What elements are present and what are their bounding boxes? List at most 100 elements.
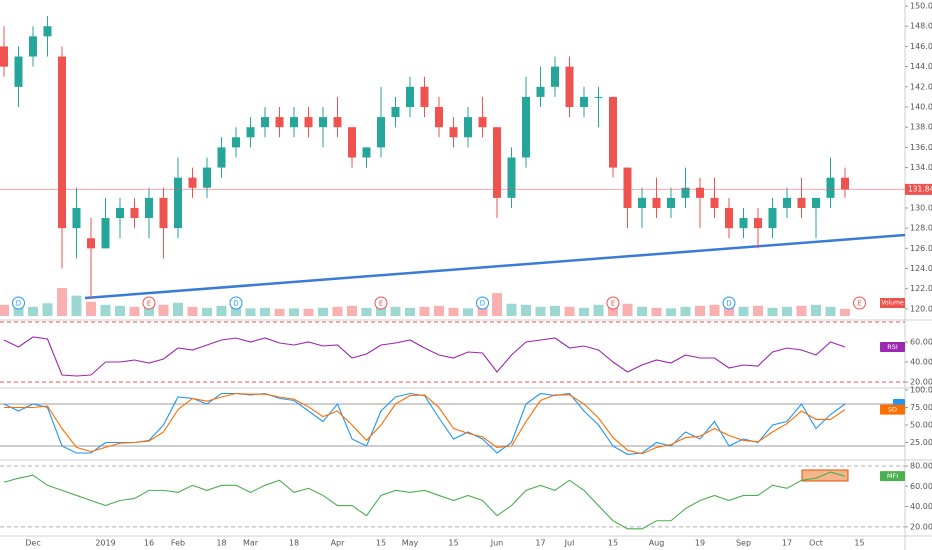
candle-body bbox=[551, 66, 559, 87]
candle-body bbox=[319, 117, 327, 128]
volume-bar bbox=[782, 306, 792, 316]
volume-bar bbox=[144, 303, 154, 316]
candle-body bbox=[739, 218, 748, 229]
y-tick-label: 130.00 bbox=[910, 203, 932, 212]
volume-bar bbox=[419, 306, 430, 316]
candle-body bbox=[58, 56, 66, 229]
candle-body bbox=[652, 197, 661, 208]
volume-badge bbox=[880, 298, 905, 308]
volume-bar bbox=[521, 304, 531, 316]
volume-bar bbox=[767, 307, 778, 316]
indicator-line bbox=[4, 392, 846, 455]
volume-bar bbox=[405, 307, 415, 316]
volume-bar bbox=[506, 303, 517, 316]
axis-badge bbox=[880, 342, 905, 352]
event-label: D bbox=[480, 300, 485, 308]
volume-bar bbox=[825, 306, 836, 316]
x-tick-label: 17 bbox=[782, 539, 792, 548]
y-tick-label: 126.00 bbox=[910, 244, 932, 253]
candle-body bbox=[507, 157, 516, 198]
volume-bar bbox=[318, 307, 328, 316]
y-tick-label: 80.00 bbox=[910, 462, 932, 471]
event-label: E bbox=[147, 300, 151, 308]
x-tick-label: 16 bbox=[144, 539, 154, 548]
volume-bar bbox=[289, 308, 299, 316]
candle-body bbox=[290, 117, 298, 128]
volume-bar bbox=[100, 304, 111, 316]
volume-bar bbox=[593, 304, 604, 316]
volume-bar bbox=[42, 303, 53, 316]
candle-body bbox=[159, 197, 168, 229]
y-tick-label: 120.00 bbox=[910, 304, 932, 313]
candle-body bbox=[0, 46, 8, 67]
event-marker bbox=[229, 296, 243, 310]
candle-body bbox=[449, 127, 458, 138]
candle-body bbox=[826, 177, 835, 198]
candle-body bbox=[232, 137, 240, 148]
volume-bar bbox=[376, 304, 386, 316]
y-tick-label: 20.00 bbox=[910, 522, 932, 531]
volume-bar bbox=[666, 308, 676, 316]
candle-body bbox=[768, 207, 777, 229]
candle-body bbox=[29, 36, 37, 57]
volume-bar bbox=[202, 307, 212, 316]
y-tick-label: 138.00 bbox=[910, 123, 932, 132]
candle-body bbox=[580, 96, 588, 108]
x-tick-label: 2019 bbox=[95, 539, 115, 548]
candle-body bbox=[420, 86, 429, 108]
event-label: D bbox=[233, 300, 238, 308]
candle-body bbox=[333, 117, 342, 128]
last-price-badge bbox=[905, 183, 932, 195]
volume-bar bbox=[434, 305, 444, 316]
candle-body bbox=[406, 86, 414, 108]
candle-body bbox=[565, 66, 574, 108]
y-tick-label: 122.00 bbox=[910, 284, 932, 293]
y-tick-label: 100.00 bbox=[910, 386, 932, 395]
x-tick-label: May bbox=[402, 539, 419, 548]
x-tick-label: Feb bbox=[171, 539, 185, 548]
x-tick-label: Aug bbox=[649, 539, 665, 548]
x-tick-label: 15 bbox=[608, 539, 618, 548]
candle-body bbox=[435, 107, 443, 128]
volume-bar bbox=[564, 306, 575, 316]
last-price-label: 131.84 bbox=[908, 184, 932, 193]
candle-body bbox=[348, 127, 356, 158]
volume-bar bbox=[550, 305, 560, 316]
volume-bar bbox=[680, 306, 691, 316]
volume-bar bbox=[13, 305, 24, 316]
volume-bar bbox=[753, 305, 763, 316]
x-tick-label: 19 bbox=[695, 539, 705, 548]
y-tick-label: 136.00 bbox=[910, 143, 932, 152]
candle-body bbox=[116, 207, 124, 219]
axis-badge bbox=[880, 404, 905, 415]
y-tick-label: 124.00 bbox=[910, 264, 932, 273]
y-tick-label: 50.00 bbox=[910, 421, 932, 430]
candle-body bbox=[493, 127, 501, 198]
volume-bar bbox=[86, 301, 96, 316]
candle-body bbox=[522, 96, 530, 158]
volume-bar bbox=[637, 306, 647, 316]
candle-body bbox=[783, 197, 791, 208]
volume-bar bbox=[724, 303, 734, 316]
event-label: E bbox=[611, 300, 615, 308]
candle-body bbox=[391, 107, 400, 118]
volume-bar bbox=[71, 295, 82, 316]
volume-bar bbox=[651, 307, 662, 316]
candle-body bbox=[623, 167, 632, 208]
volume-bar bbox=[57, 288, 67, 316]
volume-bar bbox=[695, 305, 705, 316]
candle-body bbox=[174, 177, 182, 229]
x-tick-label: Jul bbox=[564, 539, 575, 548]
candle-body bbox=[217, 147, 226, 168]
x-tick-label: 18 bbox=[289, 539, 299, 548]
y-tick-label: 60.00 bbox=[910, 482, 932, 491]
volume-bar bbox=[173, 302, 183, 316]
volume-bar bbox=[390, 306, 401, 316]
candle-body bbox=[725, 207, 733, 229]
x-tick-label: 15 bbox=[854, 539, 864, 548]
candle-body bbox=[609, 96, 617, 168]
x-tick-label: Mar bbox=[243, 539, 259, 548]
event-label: D bbox=[726, 300, 731, 308]
y-tick-label: 25.00 bbox=[910, 438, 932, 447]
